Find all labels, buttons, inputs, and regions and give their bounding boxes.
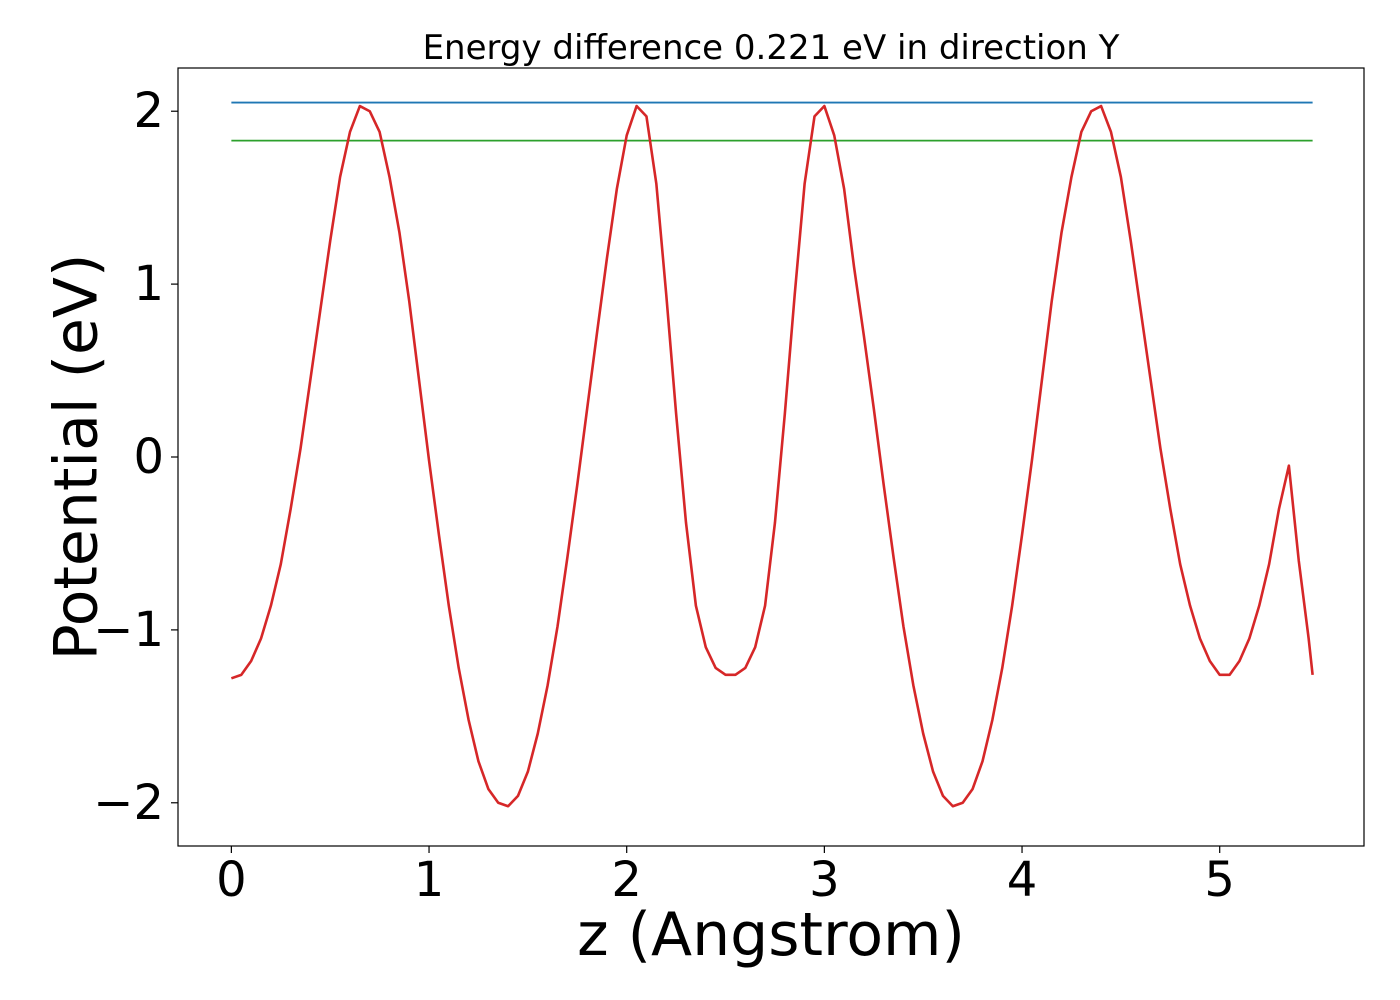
x-tick-label: 2 — [611, 852, 642, 908]
x-axis-label: z (Angstrom) — [577, 900, 965, 970]
y-axis-ticks: −2 −1 0 1 2 — [93, 83, 178, 831]
x-tick-label: 5 — [1204, 852, 1235, 908]
plot-frame — [177, 67, 1365, 847]
x-tick-label: 3 — [809, 852, 840, 908]
y-tick-label: 0 — [133, 429, 164, 485]
series-layer — [230, 101, 1314, 808]
y-tick-label: −1 — [93, 602, 164, 658]
y-tick-label: −2 — [93, 775, 164, 831]
x-tick-label: 0 — [216, 852, 247, 908]
y-tick-label: 1 — [133, 256, 164, 312]
x-axis-ticks: 0 1 2 3 4 5 — [216, 846, 1235, 908]
potential-curve — [230, 104, 1314, 808]
y-axis-label: Potential (eV) — [42, 254, 112, 661]
x-tick-label: 1 — [414, 852, 445, 908]
x-tick-label: 4 — [1007, 852, 1038, 908]
y-tick-label: 2 — [133, 83, 164, 139]
chart-title: Energy difference 0.221 eV in direction … — [423, 28, 1120, 68]
